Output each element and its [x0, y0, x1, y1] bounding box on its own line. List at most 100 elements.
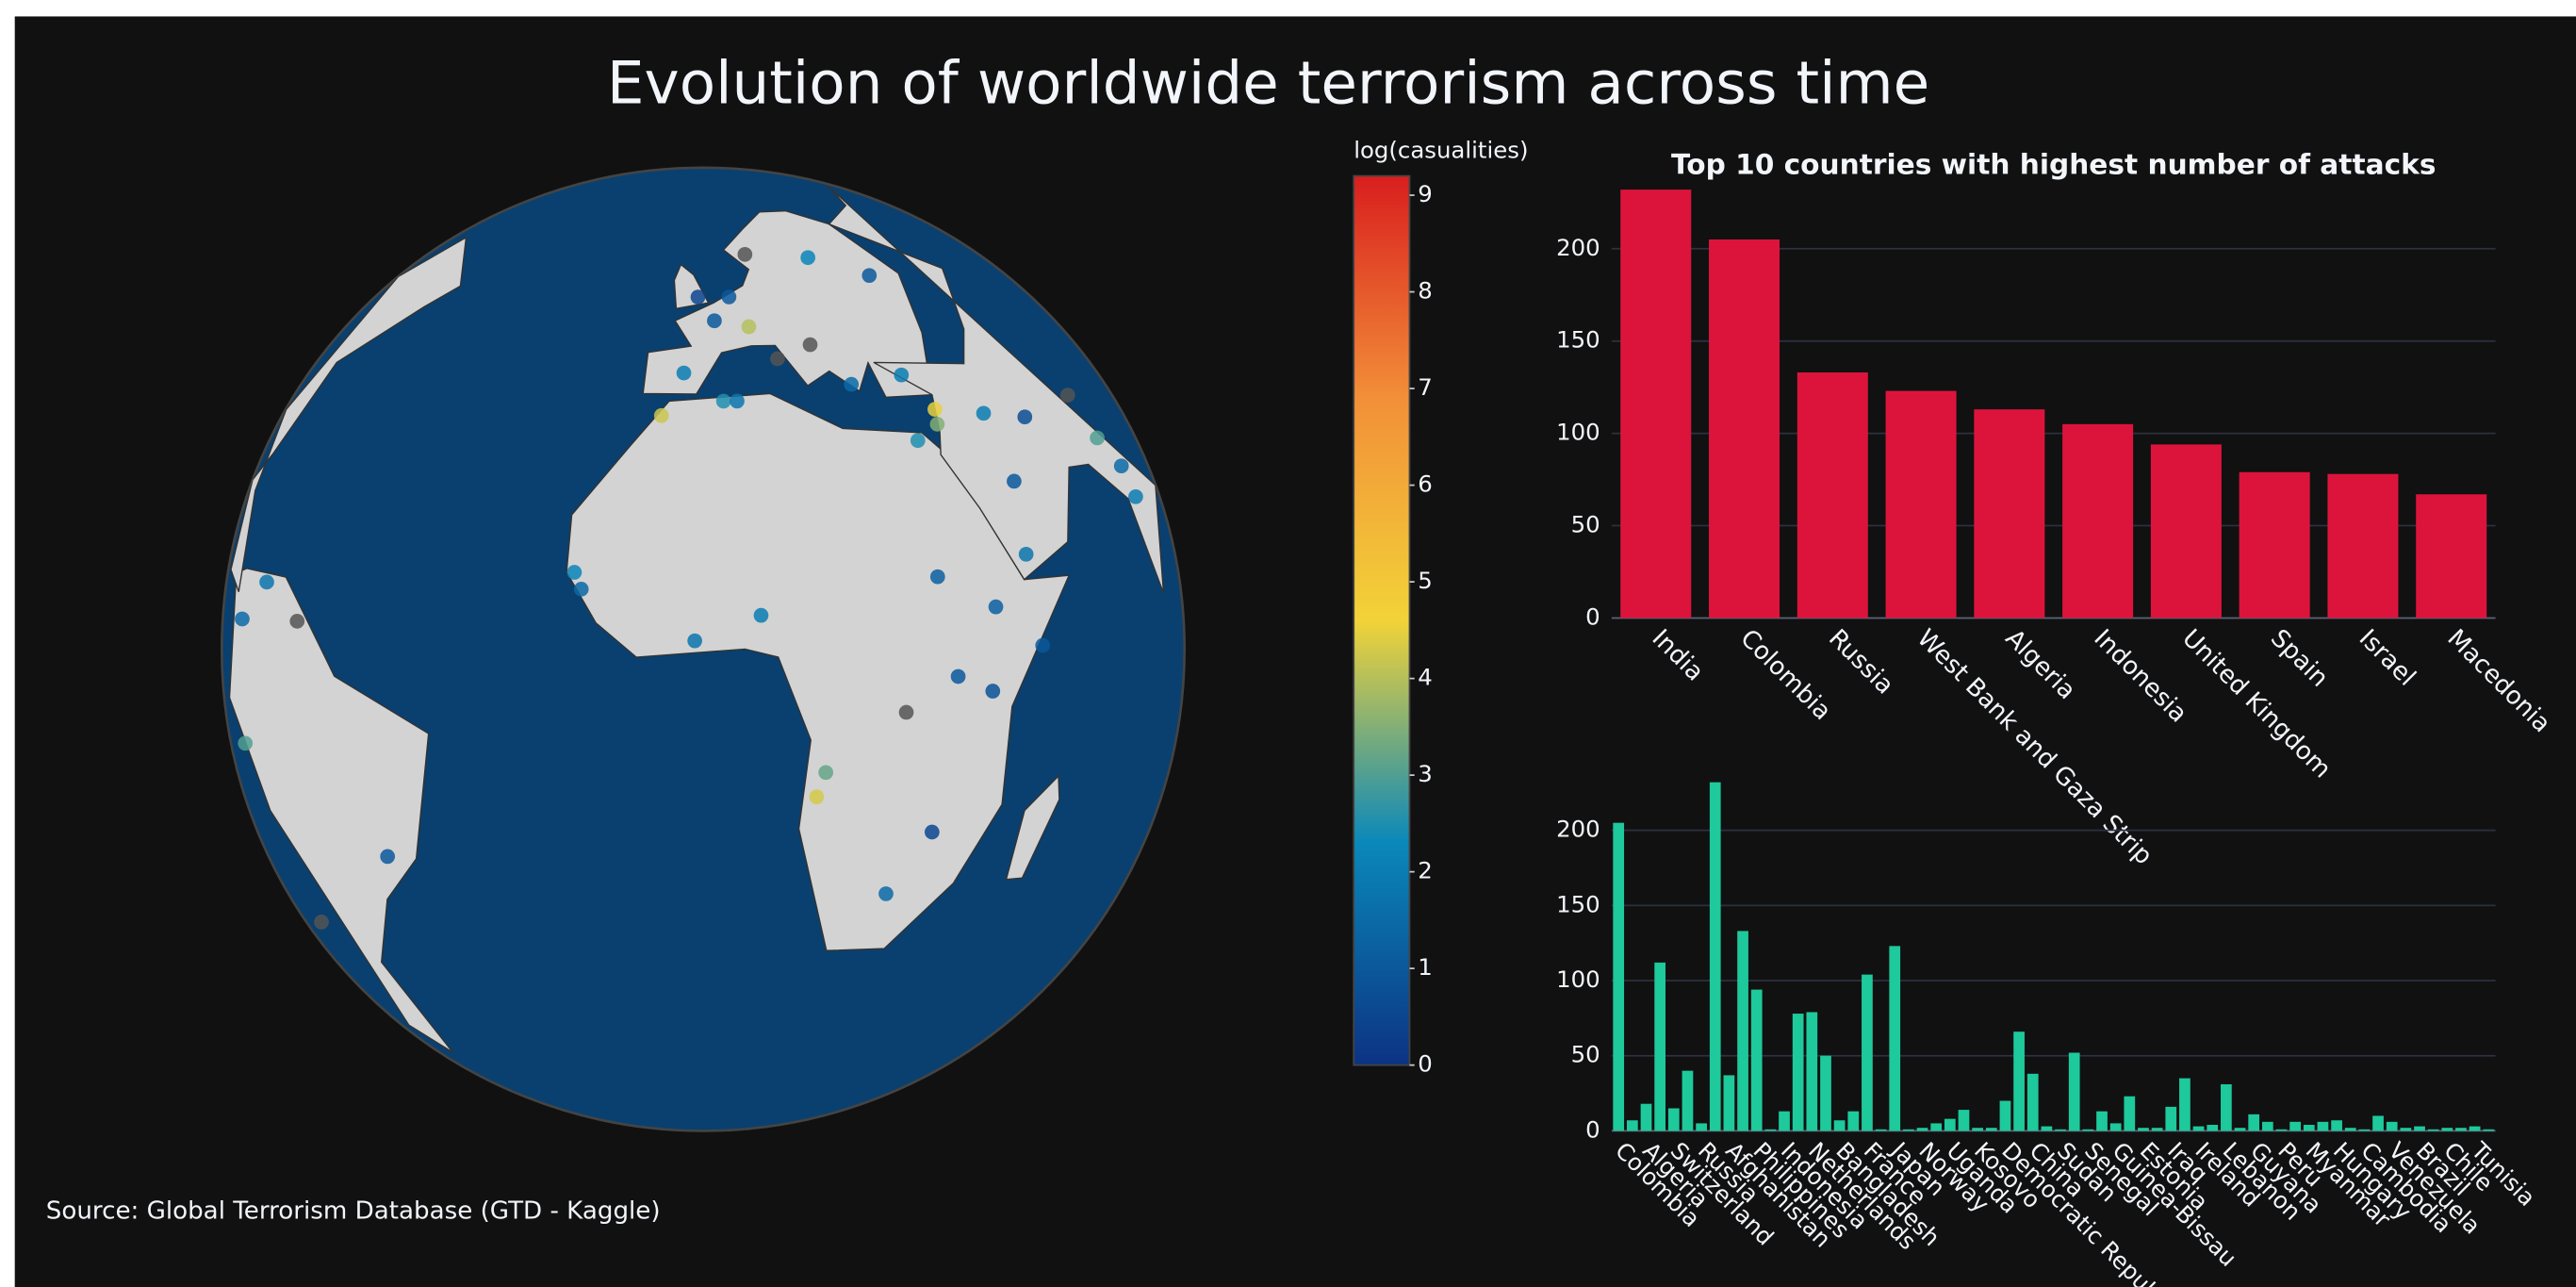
event-point	[929, 569, 945, 585]
event-point	[878, 886, 894, 901]
bar	[1792, 1014, 1804, 1131]
event-point	[894, 367, 910, 383]
event-point	[737, 247, 753, 262]
bar	[2327, 473, 2399, 619]
bar	[2013, 1031, 2025, 1131]
event-point	[707, 313, 722, 329]
bar	[1974, 409, 2045, 619]
colorbar-tick-label: 0	[1418, 1050, 1433, 1078]
bar	[1750, 989, 1763, 1131]
event-point	[910, 433, 926, 449]
colorbar-tick-label: 6	[1418, 470, 1433, 498]
bar	[1820, 1055, 1831, 1131]
colorbar-tick-label: 4	[1418, 664, 1433, 691]
bar	[1737, 931, 1748, 1131]
event-point	[976, 405, 992, 421]
bar	[2331, 1120, 2342, 1131]
bar	[1972, 1128, 1984, 1131]
bar	[2441, 1128, 2453, 1131]
colorbar	[1353, 174, 1411, 1066]
event-point	[1035, 637, 1051, 653]
bar	[1682, 1070, 1694, 1131]
event-point	[289, 614, 305, 629]
land-mass	[827, 185, 1165, 594]
bar	[2275, 1129, 2288, 1131]
event-point	[925, 824, 940, 840]
colorbar-tick-label: 9	[1418, 180, 1433, 207]
bar	[2455, 1128, 2467, 1131]
bar	[1709, 239, 1780, 619]
event-point	[1007, 473, 1022, 489]
event-point	[314, 915, 329, 930]
colorbar-tick-label: 1	[1418, 953, 1433, 981]
event-point	[653, 407, 669, 423]
y-tick-label: 50	[1571, 511, 1600, 538]
bar	[1916, 1128, 1928, 1131]
event-point	[844, 376, 860, 392]
bar	[1764, 1129, 1777, 1131]
y-tick-label: 100	[1556, 965, 1600, 993]
bar	[2109, 1123, 2122, 1131]
event-point	[235, 611, 250, 627]
bar	[2248, 1114, 2260, 1131]
event-point	[802, 337, 818, 353]
colorbar-tick-label: 3	[1418, 760, 1433, 787]
event-point	[898, 704, 914, 720]
colorbar-tick-label: 5	[1418, 567, 1433, 594]
event-point	[927, 402, 943, 417]
bar	[1696, 1123, 1707, 1131]
bar	[2207, 1125, 2219, 1131]
event-point	[929, 417, 945, 432]
y-tick-label: 150	[1556, 326, 1600, 354]
bar	[2416, 494, 2487, 619]
event-point	[753, 607, 769, 623]
event-point	[770, 351, 785, 367]
bar	[2179, 1078, 2190, 1131]
event-point	[380, 849, 396, 865]
bar	[1999, 1100, 2011, 1131]
bar	[2221, 1083, 2232, 1131]
bar	[2261, 1121, 2273, 1131]
bar	[1985, 1128, 1997, 1131]
colorbar-tick-label: 8	[1418, 277, 1433, 305]
event-point	[721, 289, 737, 305]
bar	[2358, 1129, 2371, 1131]
source-note: Source: Global Terrorism Database (GTD -…	[46, 1196, 661, 1225]
bar	[2068, 1052, 2080, 1131]
bar	[2386, 1121, 2398, 1131]
bar	[1640, 1103, 1652, 1131]
bar	[1833, 1120, 1846, 1131]
bar	[1797, 372, 1868, 619]
y-tick-label: 200	[1556, 816, 1600, 843]
colorbar-tick-label: 7	[1418, 373, 1433, 401]
colorbar-title: log(casualities)	[1354, 136, 1528, 163]
bar	[1862, 974, 1873, 1131]
event-point	[1018, 546, 1034, 562]
bar	[2192, 1126, 2205, 1131]
event-point	[818, 765, 834, 781]
event-point	[676, 365, 692, 381]
bar	[2400, 1128, 2412, 1131]
bar	[1885, 390, 1957, 619]
bar	[1723, 1075, 1735, 1131]
land-mass	[230, 236, 468, 592]
event-point	[690, 289, 706, 305]
event-point	[573, 582, 589, 597]
event-point	[861, 268, 878, 284]
bar	[2082, 1129, 2094, 1131]
bar	[2239, 471, 2310, 619]
event-point	[1128, 488, 1143, 504]
bar	[1654, 962, 1666, 1131]
y-tick-label: 0	[1585, 602, 1600, 630]
bar	[2062, 423, 2134, 619]
bar	[2317, 1121, 2329, 1131]
bar	[1944, 1118, 1956, 1131]
y-tick-label: 150	[1556, 890, 1600, 917]
bar	[2165, 1106, 2177, 1131]
bar	[2372, 1115, 2384, 1131]
bar	[1667, 1108, 1680, 1131]
bar	[2026, 1073, 2039, 1131]
bar	[2483, 1129, 2495, 1131]
event-point	[988, 599, 1004, 615]
